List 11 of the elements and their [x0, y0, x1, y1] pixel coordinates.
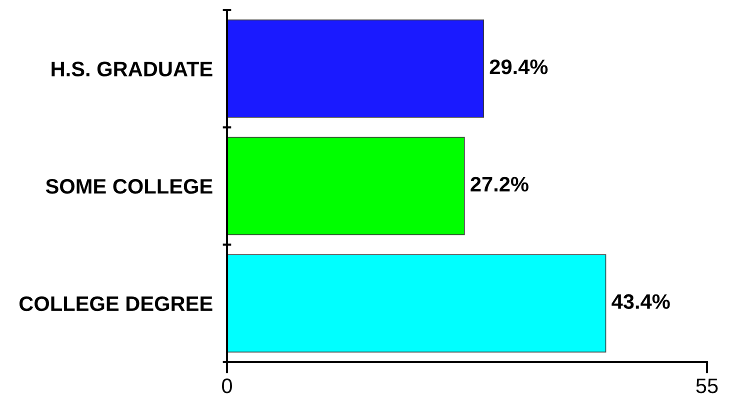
- data-label: 43.4%: [612, 294, 670, 309]
- y-tick-label: H.S. GRADUATE: [52, 62, 212, 76]
- data-label: 29.4%: [490, 60, 548, 74]
- data-label: 27.2%: [470, 176, 528, 192]
- x-tick-label: 0: [222, 378, 232, 394]
- bar: [227, 254, 606, 352]
- bar: [227, 20, 484, 118]
- x-tick-label: 55: [696, 378, 718, 394]
- bar: [227, 136, 465, 236]
- y-tick-label: SOME COLLEGE: [46, 179, 212, 194]
- y-tick-label: COLLEGE DEGREE: [20, 296, 212, 312]
